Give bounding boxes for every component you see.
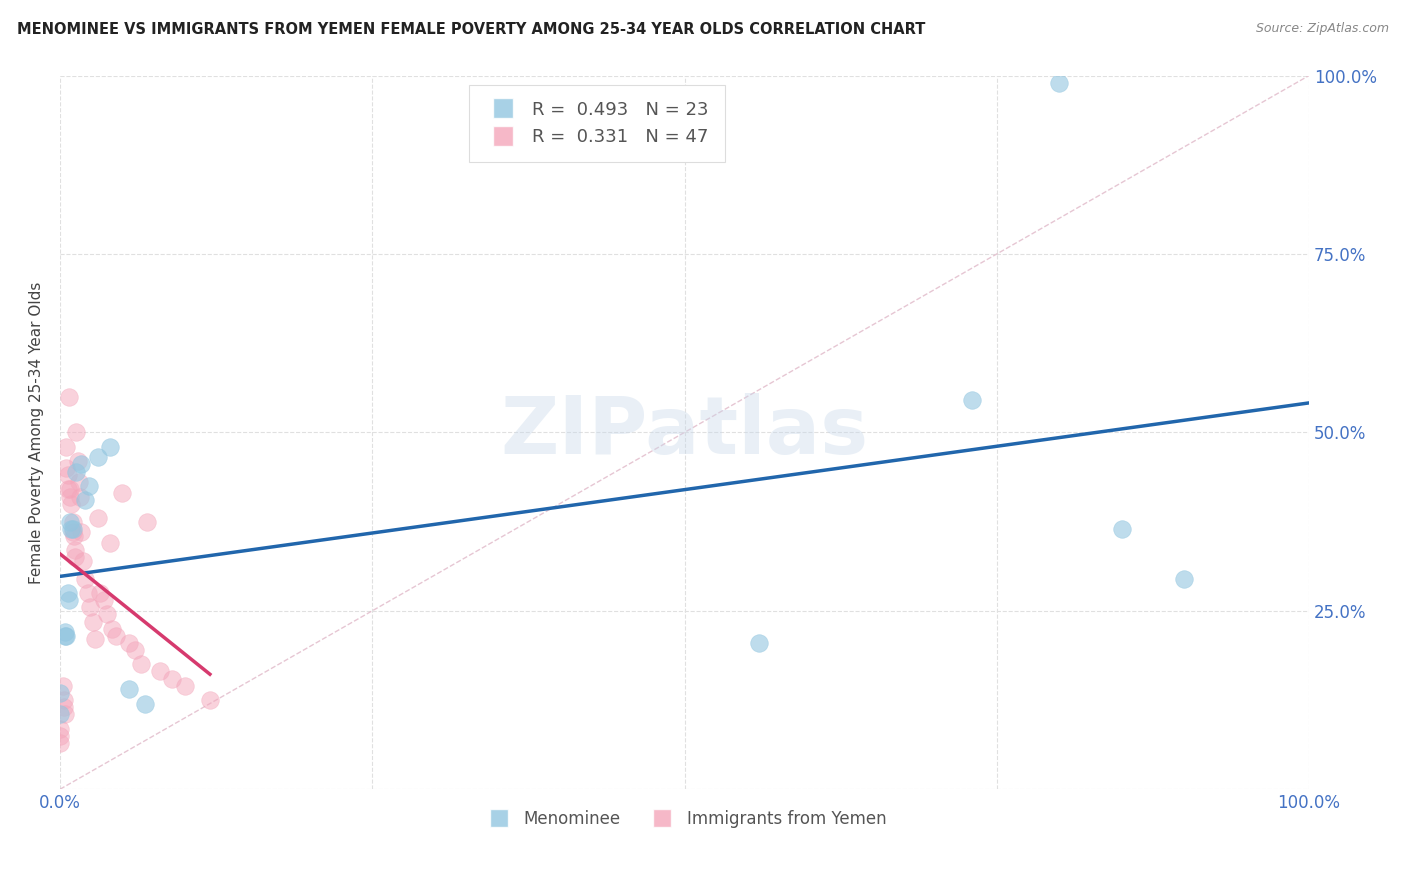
Point — [49, 722, 72, 736]
Point — [82, 615, 104, 629]
Point — [56, 586, 79, 600]
Text: Source: ZipAtlas.com: Source: ZipAtlas.com — [1256, 22, 1389, 36]
Point — [66, 454, 89, 468]
Point — [59, 490, 82, 504]
Point — [73, 572, 96, 586]
Point — [111, 486, 134, 500]
Point — [53, 625, 76, 640]
Point — [118, 682, 141, 697]
Point — [70, 458, 93, 472]
Point — [52, 700, 75, 714]
Point — [49, 729, 72, 743]
Point — [960, 393, 983, 408]
Point — [55, 461, 77, 475]
Point — [86, 511, 108, 525]
Point — [59, 483, 82, 497]
Point — [1047, 76, 1070, 90]
Point — [93, 593, 115, 607]
Point — [162, 672, 184, 686]
Point — [55, 629, 77, 643]
Point — [49, 736, 72, 750]
Point — [98, 440, 121, 454]
Point — [60, 522, 83, 536]
Point — [53, 629, 76, 643]
Point — [58, 390, 80, 404]
Point — [59, 515, 82, 529]
Point — [124, 643, 146, 657]
Text: ZIPatlas: ZIPatlas — [501, 393, 869, 471]
Point — [62, 522, 84, 536]
Point — [60, 497, 83, 511]
Point — [1111, 522, 1133, 536]
Point — [51, 679, 73, 693]
Point — [198, 693, 221, 707]
Point — [65, 465, 87, 479]
Y-axis label: Female Poverty Among 25-34 Year Olds: Female Poverty Among 25-34 Year Olds — [30, 281, 44, 583]
Point — [63, 543, 86, 558]
Point — [62, 525, 84, 540]
Point — [72, 554, 94, 568]
Point — [63, 550, 86, 565]
Point — [79, 600, 101, 615]
Point — [53, 707, 76, 722]
Point — [149, 665, 172, 679]
Point — [56, 483, 79, 497]
Point — [96, 607, 118, 622]
Point — [52, 693, 75, 707]
Point — [58, 593, 80, 607]
Point — [1173, 572, 1195, 586]
Point — [65, 425, 87, 440]
Point — [136, 515, 159, 529]
Point — [73, 493, 96, 508]
Point — [118, 636, 141, 650]
Point — [67, 475, 90, 490]
Legend: Menominee, Immigrants from Yemen: Menominee, Immigrants from Yemen — [475, 803, 894, 834]
Text: MENOMINEE VS IMMIGRANTS FROM YEMEN FEMALE POVERTY AMONG 25-34 YEAR OLDS CORRELAT: MENOMINEE VS IMMIGRANTS FROM YEMEN FEMAL… — [17, 22, 925, 37]
Point — [101, 622, 124, 636]
Point — [49, 707, 72, 722]
Point — [98, 536, 121, 550]
Point — [129, 657, 152, 672]
Point — [62, 529, 84, 543]
Point — [748, 636, 770, 650]
Point — [174, 679, 197, 693]
Point — [69, 490, 91, 504]
Point — [77, 479, 100, 493]
Point — [84, 632, 107, 647]
Point — [56, 468, 79, 483]
Point — [70, 525, 93, 540]
Point — [89, 586, 111, 600]
Point — [76, 586, 98, 600]
Point — [134, 697, 156, 711]
Point — [86, 450, 108, 465]
Point — [55, 440, 77, 454]
Point — [49, 686, 72, 700]
Point — [62, 515, 84, 529]
Point — [105, 629, 128, 643]
